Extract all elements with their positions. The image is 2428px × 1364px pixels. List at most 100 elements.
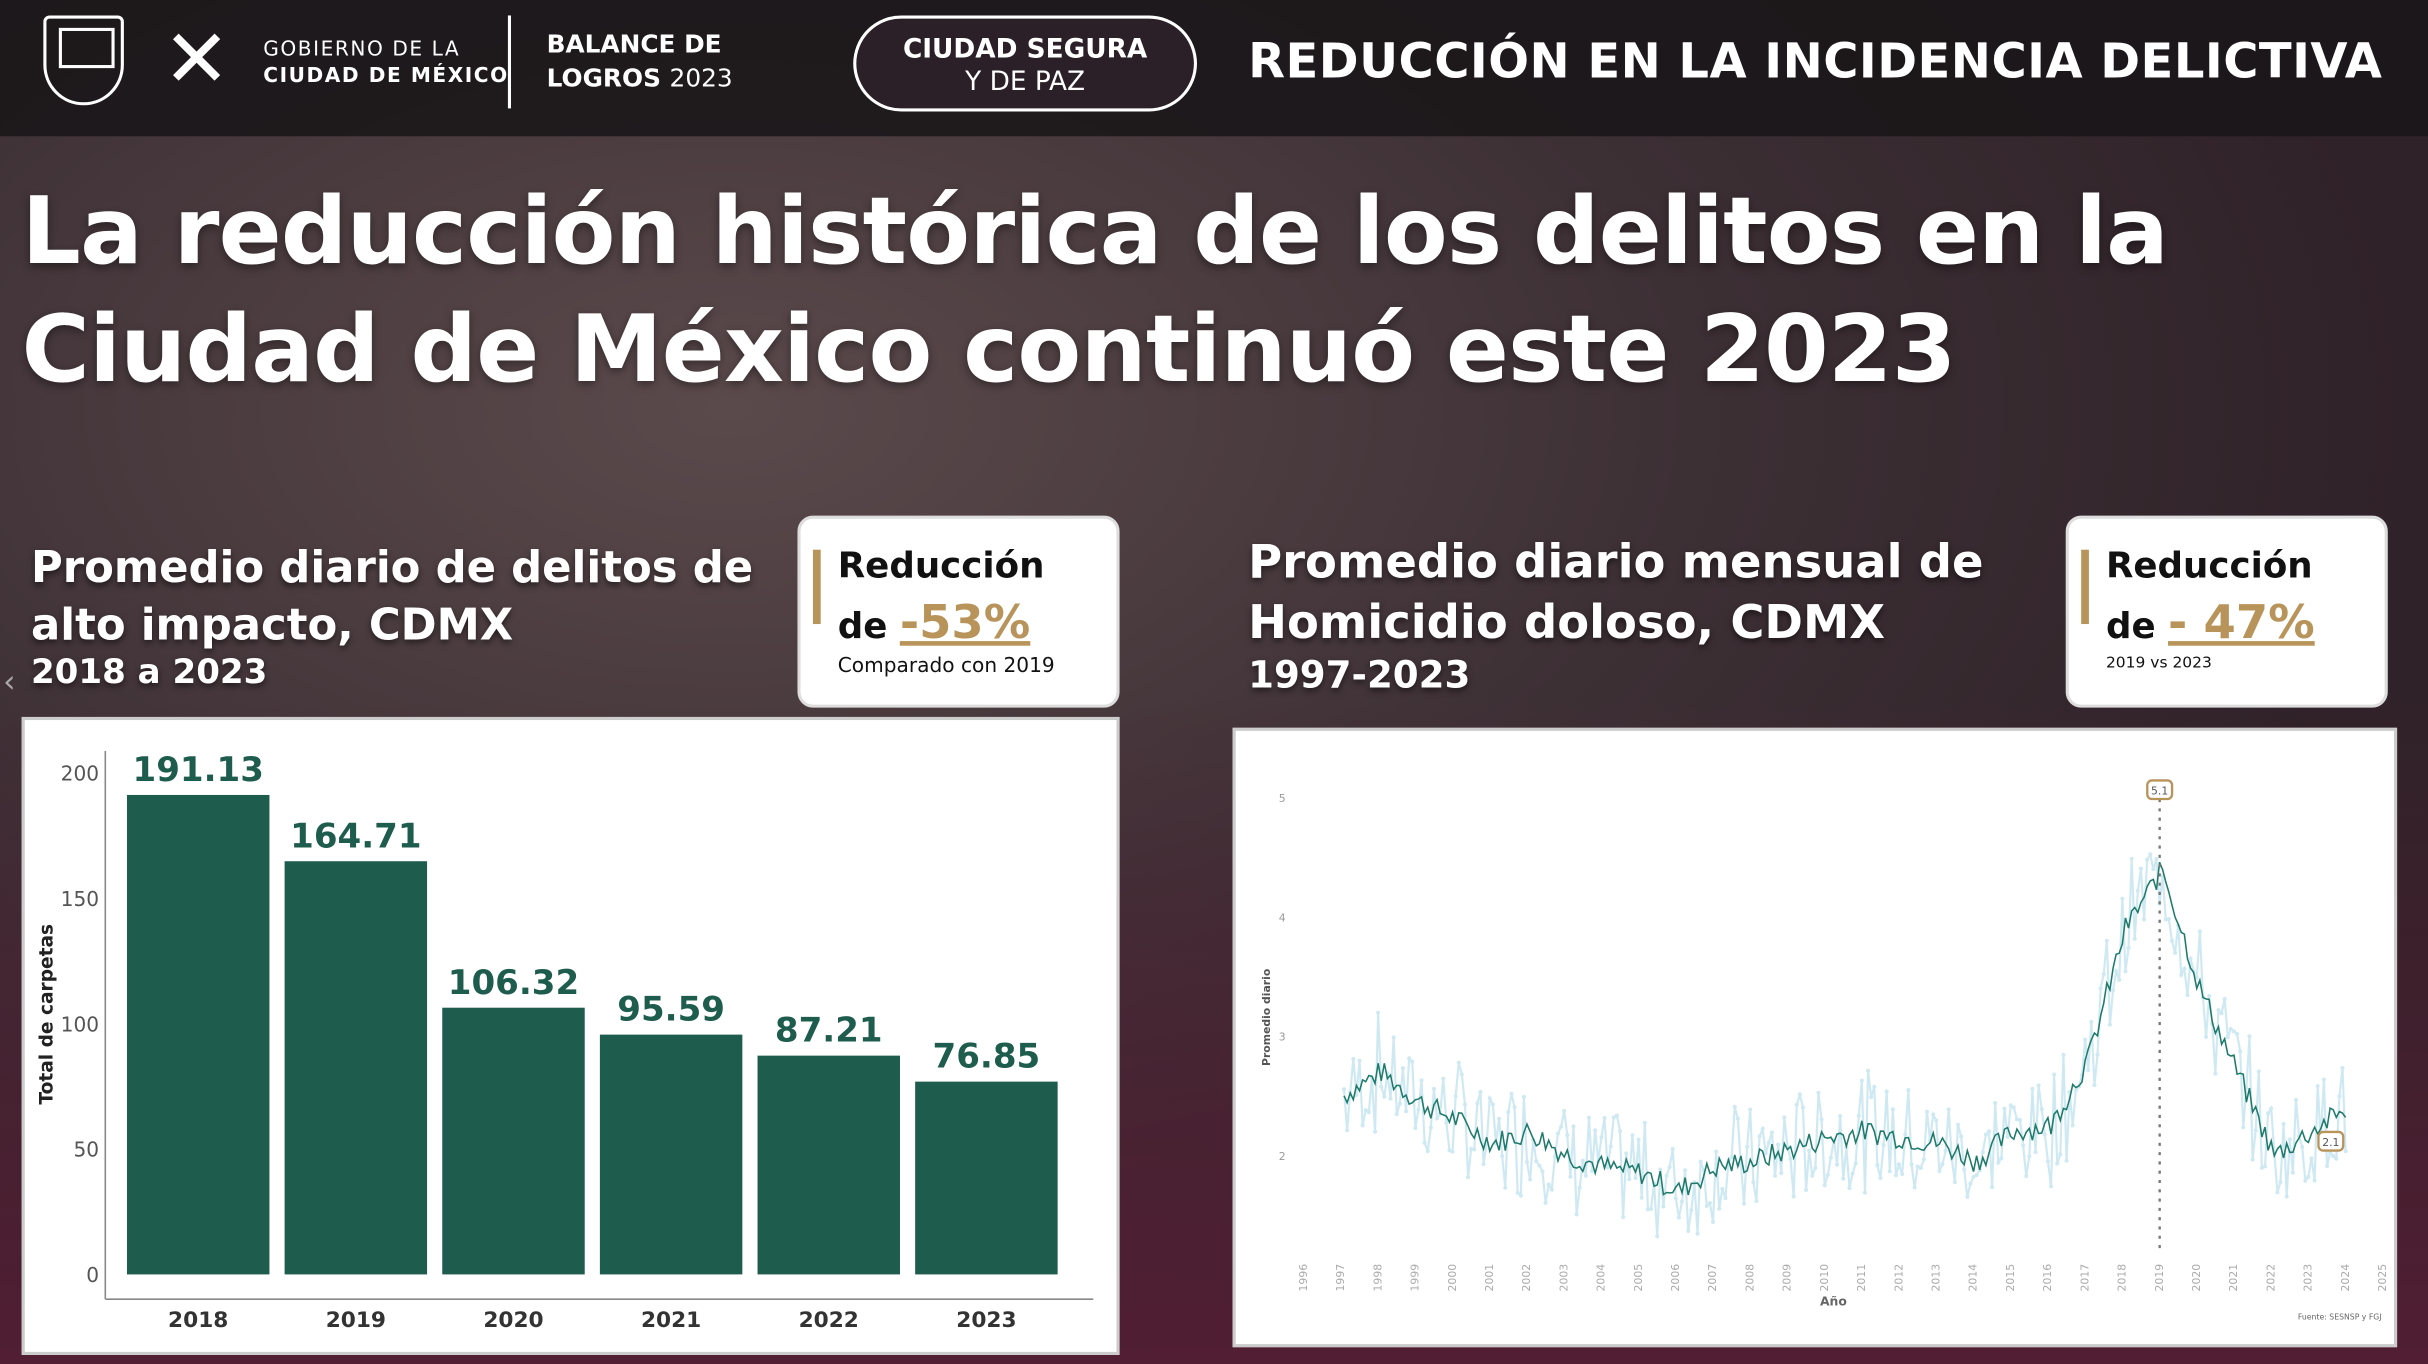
- data-point: [1804, 1188, 1809, 1193]
- data-point: [1993, 1101, 1998, 1106]
- data-point: [1450, 1149, 1455, 1154]
- data-point: [1506, 1110, 1511, 1115]
- data-point: [1689, 1208, 1694, 1213]
- data-point: [1667, 1165, 1672, 1170]
- source-note: Fuente: SESNSP y FGJ: [2298, 1312, 2382, 1321]
- data-point: [2194, 975, 2199, 980]
- x-tick-label: 2017: [2078, 1264, 2091, 1292]
- data-point: [2266, 1111, 2271, 1116]
- divider: [507, 15, 512, 109]
- x-tick-label: 2019: [326, 1308, 386, 1333]
- data-point: [1893, 1173, 1898, 1178]
- data-point: [1521, 1094, 1526, 1099]
- data-point: [1410, 1059, 1415, 1064]
- data-point: [1912, 1185, 1917, 1190]
- data-point: [2241, 1125, 2246, 1130]
- data-point: [2340, 1065, 2345, 1071]
- data-point: [2145, 857, 2150, 862]
- data-point: [2058, 1152, 2063, 1157]
- data-point: [1897, 1162, 1902, 1167]
- right-title-line2: Homicidio doloso, CDMX: [1248, 596, 1886, 651]
- data-point: [1835, 1162, 1840, 1167]
- data-point: [2086, 1068, 2091, 1073]
- data-point: [1580, 1158, 1585, 1163]
- y-tick-label: 150: [61, 887, 99, 911]
- data-point: [1965, 1195, 1970, 1200]
- data-point: [1797, 1092, 1802, 1097]
- data-point: [1590, 1168, 1595, 1173]
- data-point: [1394, 1112, 1399, 1117]
- data-point: [1906, 1088, 1911, 1093]
- data-point: [1782, 1115, 1787, 1120]
- data-point: [1791, 1194, 1796, 1199]
- data-point: [1931, 1112, 1936, 1117]
- data-point: [2129, 856, 2134, 861]
- x-tick-label: 2019: [2153, 1264, 2166, 1292]
- data-point: [2309, 1156, 2314, 1161]
- data-point: [1608, 1144, 1613, 1149]
- x-tick-label: 2021: [641, 1308, 701, 1333]
- data-point: [2055, 1161, 2060, 1166]
- data-point: [1816, 1090, 1821, 1095]
- annotation-label: 5.1: [2151, 784, 2168, 797]
- data-point: [1435, 1116, 1440, 1121]
- data-point: [2073, 1088, 2078, 1093]
- data-point: [1397, 1101, 1402, 1106]
- data-point: [1900, 1171, 1905, 1176]
- x-tick-label: 2001: [1483, 1264, 1496, 1292]
- gov-line1: GOBIERNO DE LA: [263, 38, 461, 62]
- data-point: [1807, 1148, 1812, 1153]
- data-point: [1943, 1148, 1948, 1153]
- reduction-note: Comparado con 2019: [837, 655, 1055, 679]
- data-point: [1453, 1094, 1458, 1099]
- x-tick-label: 2014: [1967, 1264, 1980, 1292]
- x-tick-label: 1997: [1334, 1264, 1347, 1292]
- data-point: [1416, 1107, 1421, 1112]
- data-point: [2303, 1178, 2308, 1183]
- data-point: [1400, 1066, 1405, 1071]
- data-point: [1742, 1201, 1747, 1206]
- data-point: [1822, 1183, 1827, 1188]
- data-point: [1366, 1110, 1371, 1115]
- data-point: [1977, 1168, 1982, 1173]
- data-point: [1614, 1113, 1619, 1118]
- bar-value-label: 95.59: [617, 990, 725, 1030]
- data-point: [1537, 1163, 1542, 1168]
- x-tick-label: 2008: [1743, 1264, 1756, 1292]
- data-point: [1862, 1190, 1867, 1195]
- header: ✕ GOBIERNO DE LA CIUDAD DE MÉXICO BALANCE…: [0, 0, 2428, 137]
- data-point: [1952, 1180, 1957, 1185]
- section-title: REDUCCIÓN EN LA INCIDENCIA DELICTIVA: [1248, 34, 2383, 90]
- data-point: [1748, 1107, 1753, 1112]
- data-point: [1881, 1143, 1886, 1148]
- data-point: [1937, 1168, 1942, 1173]
- data-point: [1838, 1113, 1843, 1118]
- de-label: de: [837, 607, 888, 648]
- bar-chart-panel: 0 50 100 150 200 Total de carpetas 191.13 2018 1…: [21, 716, 1120, 1355]
- data-point: [1459, 1072, 1464, 1077]
- data-point: [2027, 1154, 2032, 1159]
- data-point: [1760, 1126, 1765, 1131]
- balance-line1: BALANCE DE: [546, 29, 722, 59]
- data-point: [2247, 1034, 2252, 1039]
- data-point: [1940, 1162, 1945, 1167]
- data-point: [2312, 1178, 2317, 1183]
- data-point: [1360, 1123, 1365, 1128]
- bar-2018: [126, 794, 270, 1275]
- data-point: [1869, 1095, 1874, 1100]
- data-point: [1934, 1118, 1939, 1123]
- x-tick-label: 2015: [2004, 1264, 2017, 1292]
- data-point: [1757, 1134, 1762, 1139]
- bar-value-label: 87.21: [775, 1011, 883, 1051]
- data-point: [1980, 1150, 1985, 1155]
- data-point: [2151, 867, 2156, 872]
- data-point: [1745, 1144, 1750, 1149]
- data-point: [2114, 969, 2119, 974]
- data-point: [2142, 917, 2147, 922]
- title-line2: Ciudad de México continuó este 2023: [21, 295, 1957, 405]
- data-point: [1422, 1140, 1427, 1145]
- data-point: [2253, 1128, 2258, 1133]
- cdmx-x-logo: ✕: [162, 13, 231, 107]
- data-point: [2275, 1190, 2280, 1195]
- data-point: [2324, 1164, 2330, 1169]
